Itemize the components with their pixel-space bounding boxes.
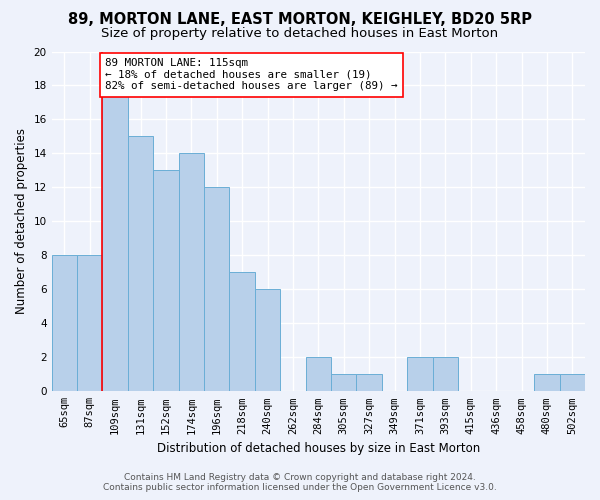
Bar xyxy=(534,374,560,392)
Text: Size of property relative to detached houses in East Morton: Size of property relative to detached ho… xyxy=(101,28,499,40)
Bar xyxy=(331,374,356,392)
Bar xyxy=(52,256,77,392)
Bar xyxy=(229,272,255,392)
Bar xyxy=(407,358,433,392)
Bar xyxy=(356,374,382,392)
X-axis label: Distribution of detached houses by size in East Morton: Distribution of detached houses by size … xyxy=(157,442,480,455)
Bar xyxy=(179,154,204,392)
Bar xyxy=(255,290,280,392)
Bar xyxy=(128,136,153,392)
Text: Contains HM Land Registry data © Crown copyright and database right 2024.
Contai: Contains HM Land Registry data © Crown c… xyxy=(103,473,497,492)
Bar xyxy=(305,358,331,392)
Text: 89 MORTON LANE: 115sqm
← 18% of detached houses are smaller (19)
82% of semi-det: 89 MORTON LANE: 115sqm ← 18% of detached… xyxy=(105,58,398,92)
Bar xyxy=(433,358,458,392)
Bar xyxy=(560,374,585,392)
Text: 89, MORTON LANE, EAST MORTON, KEIGHLEY, BD20 5RP: 89, MORTON LANE, EAST MORTON, KEIGHLEY, … xyxy=(68,12,532,28)
Bar xyxy=(103,68,128,392)
Bar xyxy=(77,256,103,392)
Bar xyxy=(204,188,229,392)
Y-axis label: Number of detached properties: Number of detached properties xyxy=(15,128,28,314)
Bar xyxy=(153,170,179,392)
